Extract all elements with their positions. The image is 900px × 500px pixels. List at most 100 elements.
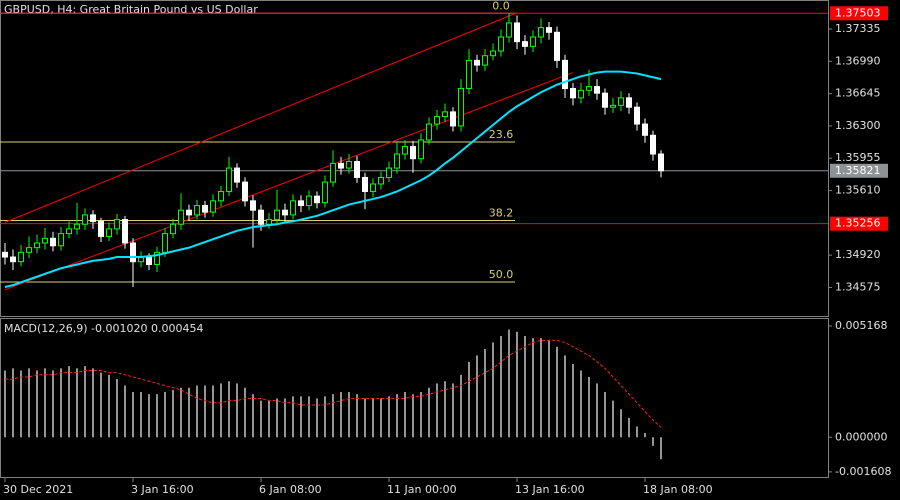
- macd-frame: [0, 318, 829, 478]
- candle-body: [162, 233, 168, 253]
- candle-body: [618, 97, 624, 106]
- candle-body: [282, 209, 288, 216]
- fib-label: 38.2: [489, 206, 514, 219]
- candle-body: [634, 106, 640, 125]
- candle-body: [202, 205, 208, 213]
- candle-body: [650, 134, 656, 155]
- x-tick-label: 6 Jan 08:00: [259, 483, 322, 496]
- candle-body: [170, 223, 176, 235]
- candle-body: [530, 36, 536, 47]
- candle-body: [506, 22, 512, 38]
- candle-body: [522, 41, 528, 47]
- x-tick-label: 13 Jan 16:00: [515, 483, 585, 496]
- candle-body: [290, 200, 296, 216]
- candle-body: [66, 228, 72, 235]
- candle-body: [394, 153, 400, 169]
- candle-body: [410, 146, 416, 160]
- candle-body: [554, 31, 560, 61]
- fib-label: 0.0: [492, 0, 510, 12]
- candle-body: [546, 27, 552, 33]
- y-tick-label: 1.37335: [835, 22, 881, 35]
- price-box: [830, 163, 888, 178]
- x-tick-label: 11 Jan 00:00: [387, 483, 457, 496]
- channel-line: [4, 12, 518, 223]
- price-box-label: 1.37503: [835, 6, 881, 19]
- candle-body: [402, 146, 408, 155]
- signal-line: [5, 339, 662, 428]
- candle-body: [234, 167, 240, 183]
- candle-body: [2, 251, 8, 258]
- candle-body: [626, 97, 632, 108]
- candle-body: [274, 209, 280, 221]
- candle-body: [642, 123, 648, 136]
- candle-body: [386, 167, 392, 178]
- candle-body: [362, 176, 368, 192]
- candle-body: [178, 209, 184, 225]
- candle-body: [58, 233, 64, 247]
- candle-body: [594, 86, 600, 94]
- candle-body: [370, 183, 376, 192]
- y-tick-label: 1.36990: [835, 54, 881, 67]
- candle-body: [490, 50, 496, 57]
- candle-body: [538, 27, 544, 38]
- candle-body: [74, 223, 80, 230]
- candle-body: [194, 205, 200, 216]
- candle-body: [314, 195, 320, 204]
- candle-body: [298, 200, 304, 207]
- candle-body: [570, 87, 576, 99]
- x-tick-label: 18 Jan 08:00: [643, 483, 713, 496]
- candle-body: [426, 123, 432, 141]
- candle-body: [82, 214, 88, 225]
- candle-body: [122, 219, 128, 244]
- candle-body: [10, 256, 16, 263]
- candle-body: [450, 111, 456, 127]
- candle-body: [258, 209, 264, 225]
- candle-body: [458, 87, 464, 127]
- price-box: [830, 6, 888, 21]
- candle-body: [466, 59, 472, 89]
- candle-body: [210, 200, 216, 213]
- x-tick-label: 30 Dec 2021: [3, 483, 73, 496]
- chart-title: GBPUSD, H4: Great Britain Pound vs US Do…: [4, 3, 258, 16]
- candle-body: [442, 111, 448, 118]
- y-tick-label: 1.34575: [835, 280, 881, 293]
- candle-body: [154, 251, 160, 266]
- candle-body: [34, 242, 40, 249]
- y-tick-label: 1.36300: [835, 119, 881, 132]
- y-tick-label: -0.001608: [835, 465, 891, 478]
- candle-body: [498, 36, 504, 52]
- x-tick-label: 3 Jan 16:00: [131, 483, 194, 496]
- candle-body: [338, 162, 344, 169]
- candle-body: [602, 92, 608, 108]
- fib-label: 23.6: [489, 128, 514, 141]
- price-box-label: 1.35821: [835, 164, 881, 177]
- candle-body: [610, 104, 616, 108]
- y-tick-label: 1.34920: [835, 248, 881, 261]
- candle-body: [18, 251, 24, 263]
- candle-body: [90, 214, 96, 222]
- price-box: [830, 216, 888, 231]
- price-box-label: 1.35256: [835, 217, 881, 230]
- moving-average: [4, 70, 662, 288]
- candle-body: [242, 181, 248, 202]
- candle-body: [482, 55, 488, 66]
- y-tick-label: 0.005168: [835, 319, 888, 332]
- candle-body: [226, 167, 232, 192]
- y-tick-label: 1.35955: [835, 151, 881, 164]
- candle-body: [26, 247, 32, 253]
- y-tick-label: 0.000000: [835, 430, 888, 443]
- candle-body: [562, 59, 568, 89]
- candle-body: [266, 219, 272, 225]
- candle-body: [186, 209, 192, 216]
- candle-body: [346, 161, 352, 169]
- candle-body: [98, 220, 104, 237]
- candle-body: [578, 89, 584, 99]
- macd-title: MACD(12,26,9) -0.001020 0.000454: [4, 322, 203, 335]
- candle-body: [378, 176, 384, 185]
- channel-line: [4, 72, 574, 291]
- candle-body: [50, 237, 56, 247]
- candle-body: [130, 242, 136, 263]
- candle-body: [106, 228, 112, 237]
- candle-body: [218, 190, 224, 202]
- y-tick-label: 1.35610: [835, 184, 881, 197]
